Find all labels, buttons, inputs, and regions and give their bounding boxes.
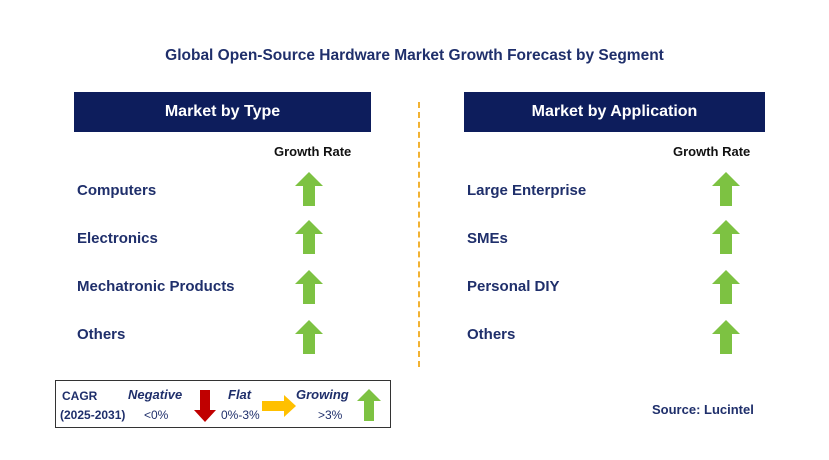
red-down-arrow-icon [194, 390, 216, 422]
right-row-label: Large Enterprise [467, 182, 587, 199]
green-up-arrow-icon [295, 172, 323, 206]
legend-growing-label: Growing [296, 387, 349, 402]
right-row-label: Others [467, 326, 516, 343]
panel-divider [418, 102, 420, 367]
right-panel-header: Market by Application [464, 92, 765, 132]
green-up-arrow-icon [712, 220, 740, 254]
right-row-label: Personal DIY [467, 278, 560, 295]
legend-box: CAGR (2025-2031) Negative <0% Flat 0%-3%… [55, 380, 391, 428]
yellow-right-arrow-icon [262, 395, 296, 417]
left-row-label: Others [77, 326, 126, 343]
left-row-label: Mechatronic Products [77, 278, 235, 295]
left-panel-header: Market by Type [74, 92, 371, 132]
green-up-arrow-icon [295, 270, 323, 304]
right-growth-rate-label: Growth Rate [673, 144, 751, 159]
legend-flat-range: 0%-3% [221, 408, 260, 422]
legend-cagr-label: CAGR [62, 389, 98, 403]
green-up-arrow-icon [712, 320, 740, 354]
green-up-arrow-icon [357, 389, 381, 421]
legend-negative-label: Negative [128, 387, 183, 402]
right-row-label: SMEs [467, 230, 508, 247]
green-up-arrow-icon [295, 220, 323, 254]
green-up-arrow-icon [712, 172, 740, 206]
chart-title: Global Open-Source Hardware Market Growt… [165, 47, 664, 64]
left-row-label: Computers [77, 182, 157, 199]
left-growth-rate-label: Growth Rate [274, 144, 352, 159]
green-up-arrow-icon [712, 270, 740, 304]
legend-flat-label: Flat [228, 387, 252, 402]
legend-negative-range: <0% [144, 408, 169, 422]
legend-period-label: (2025-2031) [60, 408, 126, 422]
left-row-label: Electronics [77, 230, 158, 247]
legend-growing-range: >3% [318, 408, 343, 422]
source-label: Source: Lucintel [652, 402, 754, 417]
green-up-arrow-icon [295, 320, 323, 354]
